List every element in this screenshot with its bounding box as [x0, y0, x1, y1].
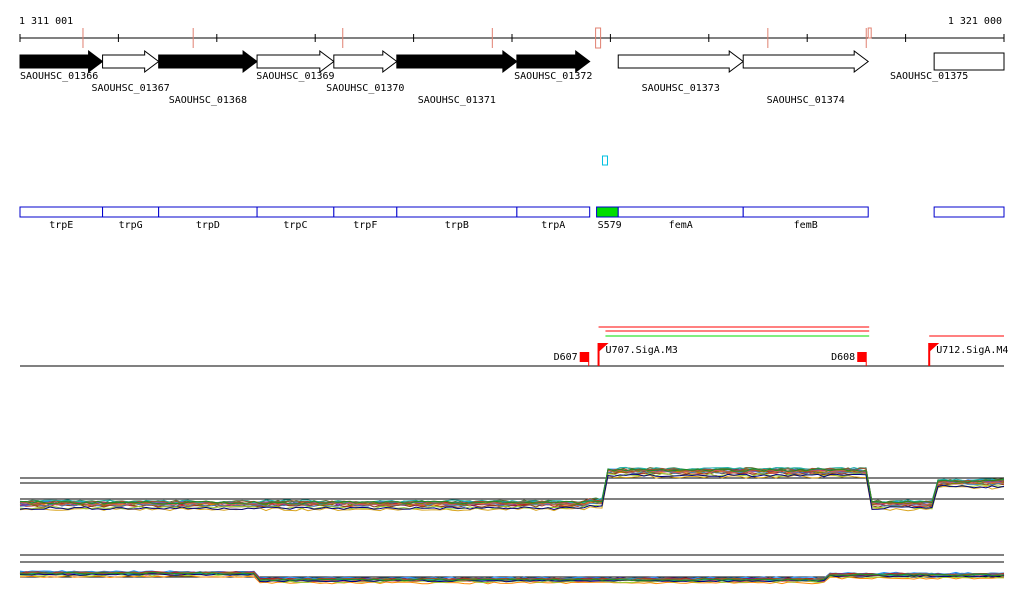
gene-label: trpA	[541, 220, 565, 231]
orf-arrow	[516, 50, 591, 73]
orf-label: SAOUHSC_01370	[326, 83, 404, 94]
feature-label: U712.SigA.M4	[936, 345, 1008, 356]
gene-box	[333, 206, 398, 218]
orf-label: SAOUHSC_01374	[767, 95, 845, 106]
expression-line	[19, 466, 1005, 504]
expression-line	[19, 469, 1005, 506]
orf-arrow	[333, 50, 398, 73]
feature-block	[579, 352, 589, 362]
gene-label: trpC	[283, 220, 307, 231]
expression-line	[19, 571, 1005, 582]
feature-block	[857, 352, 867, 362]
gene-box	[596, 206, 619, 218]
orf-arrow	[617, 50, 745, 73]
expression-line	[19, 470, 1005, 508]
cyan-feature	[601, 155, 608, 166]
expression-line	[19, 473, 1005, 511]
gene-box	[742, 206, 869, 218]
gene-label: trpD	[196, 220, 220, 231]
orf-label: SAOUHSC_01367	[91, 83, 169, 94]
ruler-marker-box	[595, 27, 602, 49]
ruler-start-label: 1 311 001	[19, 16, 73, 27]
expression-line	[19, 469, 1005, 506]
expression-track-2	[19, 554, 1005, 585]
feature-label: D607	[554, 352, 578, 363]
gene-label: trpE	[49, 220, 73, 231]
orf-arrow	[19, 50, 104, 73]
orf-arrow	[742, 50, 870, 73]
gene-box	[256, 206, 335, 218]
gene-box	[617, 206, 744, 218]
expression-line	[19, 575, 1005, 585]
gene-box	[396, 206, 518, 218]
orf-arrow	[102, 50, 160, 73]
gene-box	[516, 206, 591, 218]
ruler-marker-box	[867, 27, 872, 39]
orf-label: SAOUHSC_01369	[256, 71, 334, 82]
expression-track-1	[19, 466, 1005, 512]
orf-arrow	[158, 50, 258, 73]
expression-line	[19, 469, 1005, 506]
expression-line	[19, 573, 1005, 583]
gene-box	[158, 206, 258, 218]
expression-line	[19, 468, 1005, 505]
orf-label: SAOUHSC_01375	[890, 71, 968, 82]
ruler-end-label: 1 321 000	[948, 16, 1002, 27]
gene-label: femB	[794, 220, 818, 231]
feature-label: U707.SigA.M3	[606, 345, 678, 356]
gene-label: femA	[669, 220, 693, 231]
gene-label: trpF	[353, 220, 377, 231]
orf-arrow	[256, 50, 335, 73]
expression-line	[19, 571, 1005, 581]
orf-label: SAOUHSC_01372	[514, 71, 592, 82]
coordinate-ruler: 1 311 001 1 321 000	[19, 16, 1005, 49]
orf-arrow	[396, 50, 518, 73]
gene-box	[102, 206, 160, 218]
orf-label: SAOUHSC_01366	[20, 71, 98, 82]
gene-box	[933, 206, 1005, 218]
gene-box	[19, 206, 104, 218]
gene-label: trpB	[445, 220, 469, 231]
gene-label: trpG	[119, 220, 143, 231]
feature-track: D607 U707.SigA.M3 D608 U712.SigA.M4	[20, 326, 1008, 367]
flag-head	[598, 343, 609, 352]
expression-line	[19, 469, 1005, 506]
gene-label: S579	[598, 220, 622, 231]
orf-label: SAOUHSC_01371	[418, 95, 496, 106]
flag-head	[929, 343, 940, 352]
orf-label: SAOUHSC_01373	[642, 83, 720, 94]
feature-label: D608	[831, 352, 855, 363]
orf-arrow	[933, 52, 1005, 71]
orf-label: SAOUHSC_01368	[169, 95, 247, 106]
gene-track: trpE trpG trpD trpC trpF trpB trpA S579 femA femB	[19, 155, 1005, 231]
